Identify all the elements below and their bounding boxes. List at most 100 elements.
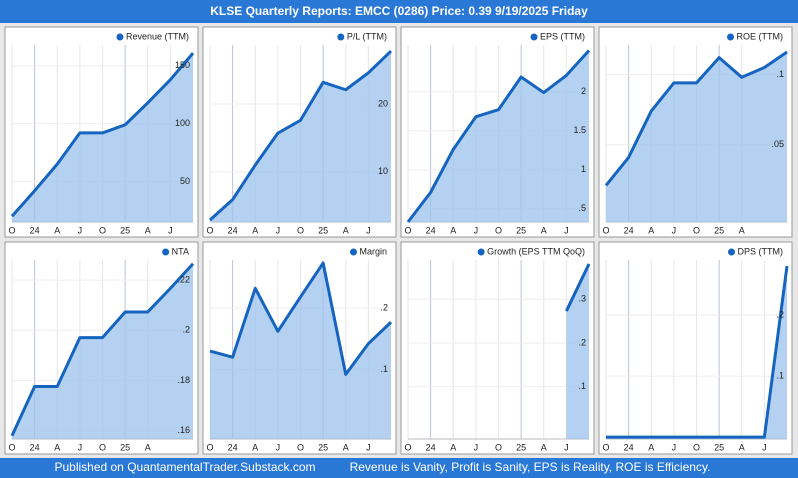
legend-marker: [116, 33, 124, 41]
x-tick-label: J: [168, 225, 173, 235]
x-tick-label: 24: [624, 442, 634, 452]
x-tick-label: O: [693, 442, 700, 452]
x-tick-label: O: [495, 225, 502, 235]
x-tick-label: 25: [318, 442, 328, 452]
x-tick-label: O: [602, 225, 609, 235]
x-tick-label: 24: [426, 442, 436, 452]
x-tick-label: O: [206, 442, 213, 452]
x-tick-label: J: [672, 225, 677, 235]
x-tick-label: J: [366, 225, 371, 235]
line: [10, 262, 195, 437]
x-tick-label: 25: [714, 442, 724, 452]
x-tick-label: J: [564, 442, 569, 452]
legend-marker: [162, 248, 170, 256]
x-tick-label: A: [450, 442, 456, 452]
y-tick-label: .05: [771, 139, 784, 149]
header-bar: [0, 0, 798, 23]
x-tick-label: O: [99, 442, 106, 452]
x-tick-label: J: [366, 442, 371, 452]
x-tick-label: O: [206, 225, 213, 235]
panel: [400, 241, 595, 455]
x-tick-label: A: [145, 442, 151, 452]
x-tick-label: 25: [516, 442, 526, 452]
area: [606, 266, 787, 439]
x-tick-label: 24: [228, 442, 238, 452]
x-tick-label: A: [739, 225, 745, 235]
y-tick-label: .1: [578, 381, 586, 391]
legend-label: Margin: [359, 246, 387, 256]
y-tick-label: .18: [177, 375, 190, 385]
x-tick-label: J: [276, 225, 281, 235]
area: [606, 52, 787, 223]
line: [406, 49, 591, 223]
y-tick-label: .2: [182, 325, 190, 335]
legend-marker: [477, 248, 485, 256]
x-tick-label: A: [739, 442, 745, 452]
x-tick-label: A: [648, 225, 654, 235]
x-tick-label: 25: [516, 225, 526, 235]
y-tick-label: .1: [380, 364, 388, 374]
y-tick-label: 50: [180, 176, 190, 186]
y-tick-label: 1.5: [573, 125, 586, 135]
x-tick-label: 24: [228, 225, 238, 235]
x-tick-label: 25: [120, 225, 130, 235]
x-tick-label: 24: [30, 442, 40, 452]
legend-label: NTA: [172, 246, 189, 256]
line: [565, 263, 591, 312]
y-tick-label: .2: [380, 302, 388, 312]
footer-bar: [0, 458, 798, 478]
x-tick-label: O: [693, 225, 700, 235]
legend-marker: [337, 33, 345, 41]
x-tick-label: O: [297, 442, 304, 452]
area: [210, 51, 391, 222]
x-tick-label: 24: [426, 225, 436, 235]
y-tick-label: 2: [581, 86, 586, 96]
y-tick-label: .2: [776, 309, 784, 319]
x-tick-label: J: [564, 225, 569, 235]
line: [10, 52, 195, 218]
y-tick-label: .5: [578, 203, 586, 213]
y-tick-label: .3: [578, 294, 586, 304]
y-tick-label: .2: [578, 337, 586, 347]
footer-left: Published on QuantamentalTrader.Substack…: [54, 460, 315, 474]
x-tick-label: J: [78, 225, 83, 235]
x-tick-label: J: [78, 442, 83, 452]
x-tick-label: A: [541, 442, 547, 452]
x-tick-label: 25: [714, 225, 724, 235]
header-title: KLSE Quarterly Reports: EMCC (0286) Pric…: [210, 4, 588, 18]
y-tick-label: .22: [177, 274, 190, 284]
x-tick-label: 25: [318, 225, 328, 235]
footer-right: Revenue is Vanity, Profit is Sanity, EPS…: [350, 460, 711, 474]
y-tick-label: .1: [776, 370, 784, 380]
area: [210, 263, 391, 439]
area: [12, 263, 193, 439]
legend-marker: [727, 33, 734, 41]
x-tick-label: O: [297, 225, 304, 235]
x-tick-label: O: [495, 442, 502, 452]
x-tick-label: A: [450, 225, 456, 235]
line: [209, 261, 393, 376]
x-tick-label: J: [474, 225, 479, 235]
legend-label: ROE (TTM): [737, 31, 784, 41]
area: [566, 263, 589, 439]
x-tick-label: O: [404, 225, 411, 235]
area: [12, 53, 193, 222]
y-tick-label: 150: [175, 60, 190, 70]
legend-marker: [728, 248, 735, 256]
x-tick-label: 24: [624, 225, 634, 235]
x-tick-label: J: [276, 442, 281, 452]
line: [604, 50, 788, 187]
x-tick-label: O: [8, 442, 15, 452]
y-tick-label: 100: [175, 118, 190, 128]
y-tick-label: .1: [776, 69, 784, 79]
x-tick-label: A: [541, 225, 547, 235]
panel: [598, 241, 793, 455]
x-tick-label: J: [474, 442, 479, 452]
x-tick-label: 25: [120, 442, 130, 452]
x-tick-label: 24: [30, 225, 40, 235]
x-tick-label: A: [343, 442, 349, 452]
x-tick-label: O: [602, 442, 609, 452]
y-tick-label: 10: [378, 166, 388, 176]
x-tick-label: A: [252, 225, 258, 235]
